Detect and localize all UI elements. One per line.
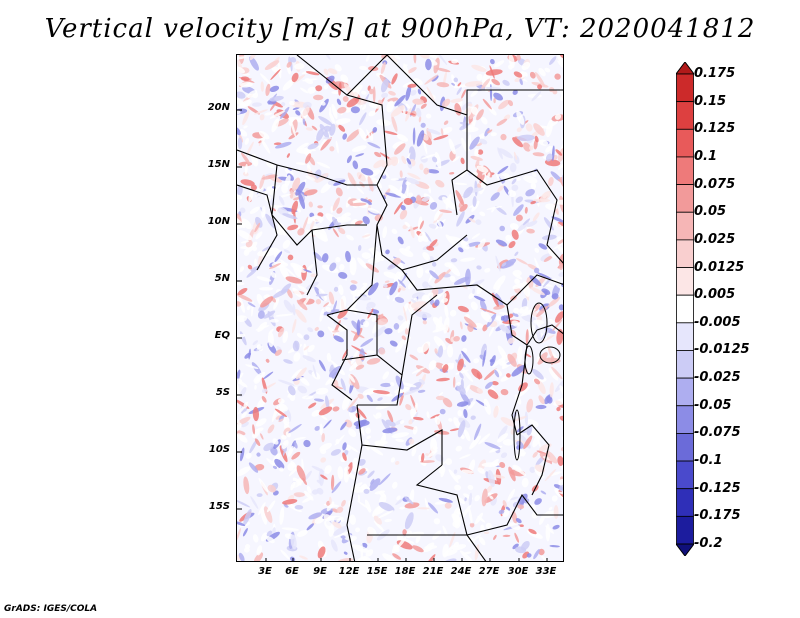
border-line (506, 304, 538, 346)
lake-outline (513, 409, 521, 461)
colorbar-tick-label: -0.175 (694, 508, 741, 524)
border-line (237, 184, 278, 271)
lon-tick-label: 15E (366, 566, 388, 577)
lake-outline (524, 345, 534, 375)
lake-outline (539, 346, 561, 364)
colorbar-tick-label: 0.15 (694, 93, 727, 109)
border-line (386, 55, 468, 216)
colorbar-tick-label: -0.05 (694, 397, 732, 413)
border-line (401, 294, 438, 376)
border-line (341, 309, 378, 361)
colorbar-swatch (676, 239, 694, 268)
chart-title: Vertical velocity [m/s] at 900hPa, VT: 2… (44, 14, 756, 44)
colorbar-tick-label: -0.125 (694, 480, 741, 496)
colorbar-tick-label: 0.005 (694, 287, 736, 303)
lake-outline (530, 302, 548, 344)
lon-tick-label: 12E (338, 566, 360, 577)
lat-tick-label: 20N (207, 102, 230, 113)
colorbar-tick-label: 0.0125 (694, 259, 745, 275)
colorbar-tick-label: -0.025 (694, 370, 741, 386)
colorbar-swatch (676, 101, 694, 130)
lat-tick-label: 5N (214, 273, 230, 284)
lat-tick-label: EQ (214, 330, 230, 341)
border-line (346, 444, 363, 561)
colorbar-tick-label: 0.05 (694, 204, 727, 220)
colorbar-swatch (676, 267, 694, 296)
border-line (356, 404, 443, 465)
colorbar-tick-label: 0.1 (694, 148, 718, 164)
lon-tick-label: 3E (258, 566, 272, 577)
border-line (237, 149, 468, 271)
colorbar-tick-label: 0.025 (694, 231, 736, 247)
border-line (271, 164, 367, 246)
lat-tick-label: 10N (207, 216, 230, 227)
lon-tick-label: 9E (313, 566, 327, 577)
border-line (357, 354, 403, 406)
lon-tick-label: 27E (478, 566, 500, 577)
lon-tick-label: 33E (535, 566, 557, 577)
border-line (536, 324, 563, 335)
lon-tick-label: 18E (394, 566, 416, 577)
colorbar-swatch (676, 405, 694, 434)
colorbar-swatch (676, 211, 694, 241)
border-line (346, 94, 388, 186)
lon-tick-label: 6E (285, 566, 299, 577)
border-line (326, 314, 353, 401)
colorbar-tick-label: 0.175 (694, 66, 736, 81)
colorbar-tick-label: -0.075 (694, 425, 741, 441)
lat-tick-label: 5S (215, 387, 230, 398)
colorbar-tick-label: -0.2 (694, 536, 723, 551)
lat-tick-label: 15S (208, 501, 230, 512)
colorbar-swatch (676, 184, 694, 213)
frame-ticks (237, 109, 548, 561)
border-line (306, 229, 318, 296)
lon-tick-label: 30E (507, 566, 529, 577)
vertical-velocity-map (237, 55, 563, 561)
colorbar-swatch (676, 460, 694, 490)
colorbar-tick-label: -0.005 (694, 314, 741, 330)
border-line (401, 269, 563, 306)
colorbar-swatch (676, 294, 694, 324)
border-line (415, 464, 487, 561)
map-panel (236, 54, 564, 562)
colorbar-swatch (676, 377, 694, 407)
border-line (466, 493, 563, 536)
colorbar-swatch (676, 128, 694, 158)
colorbar (676, 62, 694, 556)
colorbar-tick-label: -0.0125 (694, 342, 750, 358)
colorbar-swatch (676, 433, 694, 462)
velocity-field (237, 55, 563, 561)
colorbar-arrow-top (676, 62, 694, 75)
colorbar-swatch (676, 515, 694, 545)
border-line (466, 89, 563, 115)
colorbar-tick-label: 0.075 (694, 176, 736, 192)
border-line (466, 169, 563, 264)
border-line (326, 224, 378, 316)
colorbar-swatch (676, 73, 694, 103)
colorbar-swatch (676, 156, 694, 185)
colorbar-tick-label: -0.1 (694, 453, 723, 469)
grads-credit: GrADS: IGES/COLA (4, 604, 98, 614)
colorbar-tick-label: 0.125 (694, 121, 736, 137)
lon-tick-label: 24E (450, 566, 472, 577)
colorbar-arrow-bottom (676, 543, 694, 556)
lon-tick-label: 21E (422, 566, 444, 577)
colorbar-swatch (676, 322, 694, 351)
colorbar-swatch (676, 350, 694, 379)
lat-tick-label: 10S (208, 444, 230, 455)
border-line (516, 424, 550, 496)
lat-tick-label: 15N (207, 159, 230, 170)
colorbar-swatch (676, 488, 694, 517)
